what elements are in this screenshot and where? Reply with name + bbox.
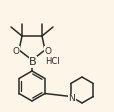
Text: N: N [68,94,74,103]
Text: O: O [44,46,51,56]
Text: B: B [29,57,36,67]
Text: O: O [12,46,19,56]
Text: HCl: HCl [44,56,59,66]
